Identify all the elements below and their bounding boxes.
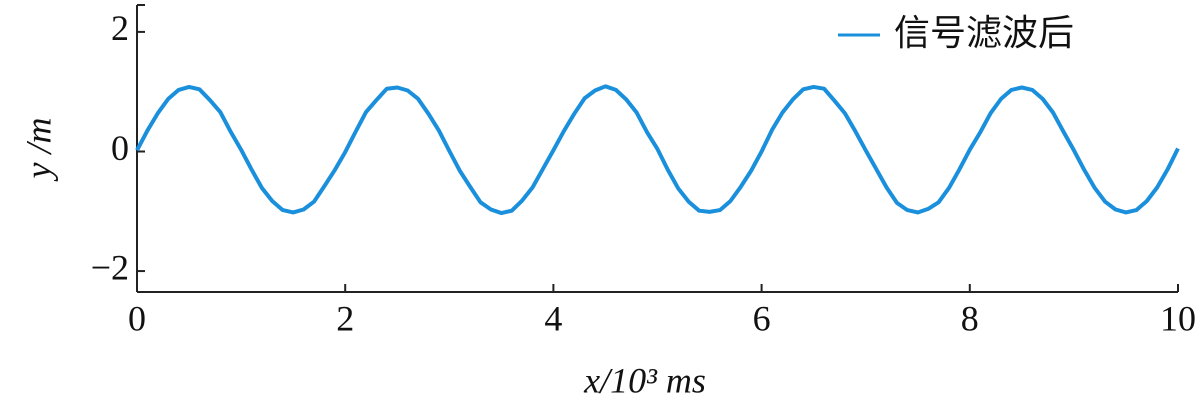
x-tick-label: 8 (961, 298, 979, 338)
x-axis-label: x/10³ ms (583, 360, 706, 400)
x-tick-label: 6 (753, 298, 771, 338)
data-line (135, 84, 1180, 216)
y-axis-label: y /m (18, 118, 58, 182)
legend-label: 信号滤波后 (894, 13, 1074, 54)
x-tick-label: 10 (1160, 298, 1196, 338)
x-tick-label: 2 (336, 298, 354, 338)
y-tick-label: 2 (111, 8, 129, 48)
x-tick-label: 4 (544, 298, 562, 338)
y-tick-label: 0 (111, 128, 129, 168)
y-tick-label: −2 (91, 247, 129, 287)
x-tick-label: 0 (128, 298, 146, 338)
